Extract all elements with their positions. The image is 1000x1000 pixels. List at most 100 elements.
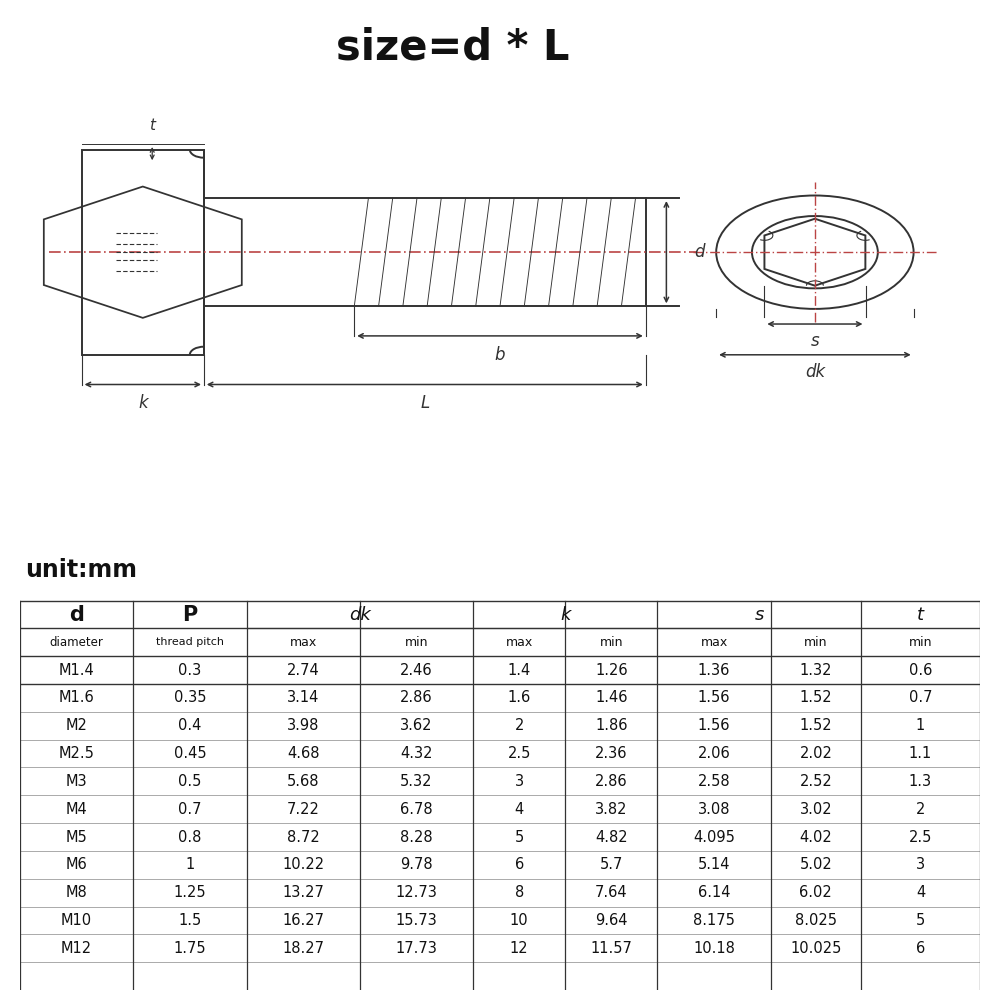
Text: 1.56: 1.56 bbox=[698, 718, 730, 733]
Text: 0.3: 0.3 bbox=[178, 663, 202, 678]
Text: min: min bbox=[405, 636, 428, 649]
Text: 0.35: 0.35 bbox=[174, 690, 206, 705]
Text: 2.46: 2.46 bbox=[400, 663, 433, 678]
Text: 1.36: 1.36 bbox=[698, 663, 730, 678]
Text: 4.02: 4.02 bbox=[799, 830, 832, 845]
Text: 6: 6 bbox=[515, 857, 524, 872]
Text: 12.73: 12.73 bbox=[396, 885, 437, 900]
Text: t: t bbox=[917, 606, 924, 624]
Text: 5: 5 bbox=[916, 913, 925, 928]
Text: 3: 3 bbox=[916, 857, 925, 872]
Text: 1.25: 1.25 bbox=[174, 885, 206, 900]
Text: 4: 4 bbox=[515, 802, 524, 817]
Text: min: min bbox=[909, 636, 932, 649]
Text: M1.4: M1.4 bbox=[59, 663, 95, 678]
Text: 2: 2 bbox=[916, 802, 925, 817]
Text: 5.7: 5.7 bbox=[600, 857, 623, 872]
Text: M2.5: M2.5 bbox=[59, 746, 95, 761]
Text: max: max bbox=[506, 636, 533, 649]
Text: d: d bbox=[69, 605, 84, 625]
Text: 10: 10 bbox=[510, 913, 529, 928]
Text: 4.82: 4.82 bbox=[595, 830, 628, 845]
Text: 10.22: 10.22 bbox=[282, 857, 324, 872]
Text: 1.32: 1.32 bbox=[800, 663, 832, 678]
Text: 6.14: 6.14 bbox=[698, 885, 730, 900]
Text: 0.7: 0.7 bbox=[178, 802, 202, 817]
Text: 10.025: 10.025 bbox=[790, 941, 842, 956]
Text: 17.73: 17.73 bbox=[396, 941, 437, 956]
Text: M3: M3 bbox=[66, 774, 87, 789]
Text: 8: 8 bbox=[515, 885, 524, 900]
Text: 3.82: 3.82 bbox=[595, 802, 628, 817]
Text: dk: dk bbox=[349, 606, 371, 624]
Text: 8.28: 8.28 bbox=[400, 830, 433, 845]
Text: 3.62: 3.62 bbox=[400, 718, 433, 733]
Text: t: t bbox=[149, 118, 155, 133]
Text: M2: M2 bbox=[66, 718, 88, 733]
Text: 5.32: 5.32 bbox=[400, 774, 433, 789]
Text: 4.32: 4.32 bbox=[400, 746, 433, 761]
Text: 5.68: 5.68 bbox=[287, 774, 319, 789]
Text: 11.57: 11.57 bbox=[590, 941, 632, 956]
Text: 5: 5 bbox=[515, 830, 524, 845]
Text: 2.02: 2.02 bbox=[799, 746, 832, 761]
Text: 1.3: 1.3 bbox=[909, 774, 932, 789]
Text: 1.6: 1.6 bbox=[508, 690, 531, 705]
Text: 2.06: 2.06 bbox=[698, 746, 730, 761]
Text: 1.1: 1.1 bbox=[909, 746, 932, 761]
Text: M10: M10 bbox=[61, 913, 92, 928]
Text: unit:mm: unit:mm bbox=[25, 558, 137, 582]
Text: b: b bbox=[495, 346, 505, 364]
Text: 2: 2 bbox=[515, 718, 524, 733]
Text: 0.7: 0.7 bbox=[909, 690, 932, 705]
Text: 10.18: 10.18 bbox=[693, 941, 735, 956]
Text: 9.64: 9.64 bbox=[595, 913, 628, 928]
Text: 1.5: 1.5 bbox=[178, 913, 202, 928]
Text: diameter: diameter bbox=[50, 636, 104, 649]
Text: 0.5: 0.5 bbox=[178, 774, 202, 789]
Text: s: s bbox=[811, 332, 819, 350]
Text: 0.4: 0.4 bbox=[178, 718, 202, 733]
Text: 2.58: 2.58 bbox=[698, 774, 730, 789]
Text: P: P bbox=[182, 605, 198, 625]
Text: 2.86: 2.86 bbox=[400, 690, 433, 705]
Text: 8.025: 8.025 bbox=[795, 913, 837, 928]
Text: 16.27: 16.27 bbox=[282, 913, 324, 928]
Text: 7.64: 7.64 bbox=[595, 885, 628, 900]
Text: size=d * L: size=d * L bbox=[336, 26, 570, 68]
Text: 2.36: 2.36 bbox=[595, 746, 628, 761]
Text: 1.52: 1.52 bbox=[800, 718, 832, 733]
Text: 2.52: 2.52 bbox=[799, 774, 832, 789]
Text: min: min bbox=[804, 636, 828, 649]
Text: 6.02: 6.02 bbox=[799, 885, 832, 900]
Text: 18.27: 18.27 bbox=[282, 941, 324, 956]
Text: 1.56: 1.56 bbox=[698, 690, 730, 705]
Text: 4: 4 bbox=[916, 885, 925, 900]
Text: 2.5: 2.5 bbox=[909, 830, 932, 845]
Text: min: min bbox=[600, 636, 623, 649]
Text: 1.52: 1.52 bbox=[800, 690, 832, 705]
Text: 0.45: 0.45 bbox=[174, 746, 206, 761]
Text: 12: 12 bbox=[510, 941, 529, 956]
Text: L: L bbox=[420, 394, 429, 412]
Text: 4.68: 4.68 bbox=[287, 746, 319, 761]
Text: 3.02: 3.02 bbox=[800, 802, 832, 817]
Text: 5.02: 5.02 bbox=[799, 857, 832, 872]
Text: 2.5: 2.5 bbox=[508, 746, 531, 761]
Text: 1: 1 bbox=[916, 718, 925, 733]
Text: 1.86: 1.86 bbox=[595, 718, 628, 733]
Text: 15.73: 15.73 bbox=[396, 913, 437, 928]
Text: M8: M8 bbox=[66, 885, 88, 900]
Text: 4.095: 4.095 bbox=[693, 830, 735, 845]
Text: 1.75: 1.75 bbox=[174, 941, 206, 956]
Text: 7.22: 7.22 bbox=[287, 802, 320, 817]
Text: max: max bbox=[290, 636, 317, 649]
Text: M6: M6 bbox=[66, 857, 88, 872]
Text: M5: M5 bbox=[66, 830, 88, 845]
Text: 2.74: 2.74 bbox=[287, 663, 320, 678]
Text: 3.98: 3.98 bbox=[287, 718, 319, 733]
Text: M1.6: M1.6 bbox=[59, 690, 95, 705]
Text: dk: dk bbox=[805, 363, 825, 381]
Text: 0.8: 0.8 bbox=[178, 830, 202, 845]
Text: 2.86: 2.86 bbox=[595, 774, 628, 789]
